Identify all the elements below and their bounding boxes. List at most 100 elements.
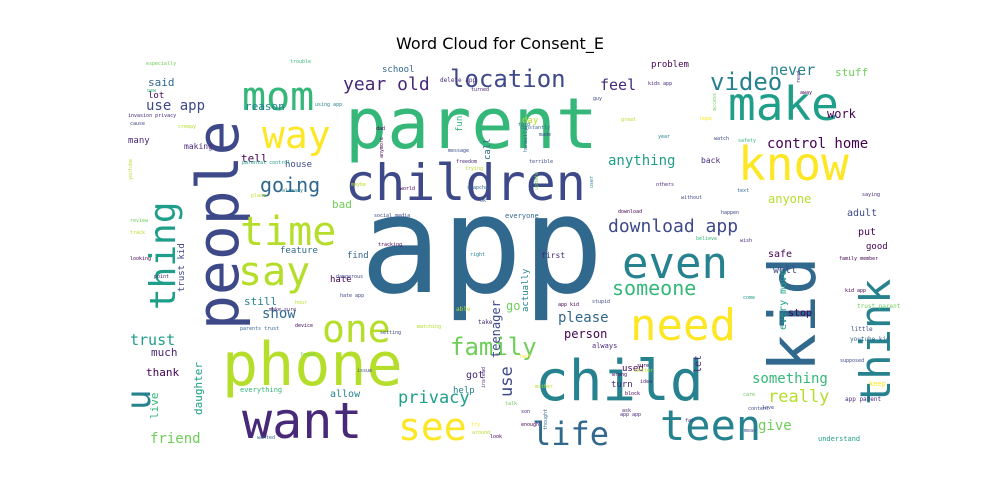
word-enough: enough xyxy=(521,422,539,428)
word-made: made xyxy=(539,132,551,138)
word-youtube: youtube xyxy=(128,159,134,180)
word-give: give xyxy=(758,418,792,434)
word-going: going xyxy=(260,173,320,197)
word-back: back xyxy=(701,156,720,165)
word-device: device xyxy=(295,323,313,329)
word-teen: teen xyxy=(660,401,761,450)
word-ask: ask xyxy=(622,408,631,414)
word-anymore: anymore xyxy=(379,137,385,158)
word-parent: parent xyxy=(345,83,598,165)
word-call: call xyxy=(483,138,493,160)
word-hour: hour xyxy=(295,300,307,306)
word-issue: issue xyxy=(357,368,372,374)
word-supposed: supposed xyxy=(840,358,864,364)
word-make-sure: make sure xyxy=(269,307,296,313)
word-someone: someone xyxy=(612,276,696,300)
word-find: find xyxy=(347,251,369,261)
word-watch: watch xyxy=(714,136,729,142)
word-help: help xyxy=(453,386,475,396)
word-message: message xyxy=(448,148,469,154)
chart-title: Word Cloud for Consent_E xyxy=(396,34,604,53)
word-even: even xyxy=(622,238,728,289)
word-take: take xyxy=(478,319,493,326)
word-able: able xyxy=(456,306,471,313)
word-child: child xyxy=(535,349,704,414)
word-please: please xyxy=(558,310,609,326)
word-track: track xyxy=(130,230,145,236)
word-care: care xyxy=(743,392,755,398)
word-work: work xyxy=(827,107,857,121)
word-bad: bad xyxy=(332,198,352,211)
word-trying: trying xyxy=(465,166,483,172)
word-social-media: social media xyxy=(374,213,410,219)
word-update: update xyxy=(534,172,540,190)
word-access: access xyxy=(712,93,718,111)
word-keep: keep xyxy=(869,380,886,388)
word-privacy: privacy xyxy=(398,388,470,408)
word-review: review xyxy=(130,218,149,224)
word-matching: matching xyxy=(417,324,441,330)
word-stupid: stupid xyxy=(592,299,610,305)
word-reason: reason xyxy=(245,100,285,113)
word-setting: setting xyxy=(380,330,401,336)
word-allow: allow xyxy=(330,389,361,400)
word-feature: feature xyxy=(280,246,318,256)
word-thank: thank xyxy=(146,366,179,379)
word-person: person xyxy=(564,327,607,341)
word-anyone: anyone xyxy=(768,192,811,206)
word-fun: fun xyxy=(455,116,465,132)
word-using-app: using app xyxy=(315,102,342,108)
word-maybe: maybe xyxy=(351,182,366,188)
word-safety: safety xyxy=(738,138,756,144)
word-said: said xyxy=(148,76,175,89)
word-hope: hope xyxy=(700,116,712,122)
word-idea: idea xyxy=(640,379,652,385)
word-way: way xyxy=(262,113,331,157)
word-text: text xyxy=(737,188,749,194)
word-need: need xyxy=(630,300,736,351)
word-one: one xyxy=(322,307,391,351)
word-invasion-privacy: invasion privacy xyxy=(128,113,176,119)
word-want: want xyxy=(242,392,362,450)
word-put: put xyxy=(858,227,876,238)
word-location: location xyxy=(450,65,566,93)
word-honestly: honestly xyxy=(523,128,529,152)
word-adult: adult xyxy=(847,208,877,219)
word-sure: sure xyxy=(637,363,649,369)
word-hate-app: hate app xyxy=(340,293,364,299)
word-guy: guy xyxy=(593,96,602,102)
word-time: time xyxy=(240,209,336,255)
word-little: little xyxy=(851,326,873,333)
word-house: house xyxy=(285,160,312,170)
word-others: others xyxy=(656,182,674,188)
word-come: come xyxy=(743,295,755,301)
word-well: well xyxy=(773,265,797,276)
word-turn: turn xyxy=(611,380,633,390)
word-thought: thought xyxy=(543,409,549,430)
word-family: family xyxy=(450,333,537,361)
word-make: make xyxy=(728,77,839,131)
word-daughter: daughter xyxy=(192,362,205,415)
word-something: something xyxy=(752,371,828,387)
word-friend: friend xyxy=(150,431,201,447)
word-app-app: app app xyxy=(620,412,641,418)
word-school: school xyxy=(382,65,415,75)
word-stuff: stuff xyxy=(835,66,868,79)
word-much: much xyxy=(151,346,178,359)
word-tracking: tracking xyxy=(378,242,402,248)
word-lot: lot xyxy=(148,91,164,101)
word-cause: cause xyxy=(130,121,145,127)
word-better: better xyxy=(635,368,653,374)
word-believe: believe xyxy=(696,236,717,242)
word-saying: saying xyxy=(862,192,880,198)
word-talk: talk xyxy=(505,401,517,407)
word-trouble: trouble xyxy=(290,59,311,65)
word-looking: looking xyxy=(130,256,151,262)
word-control-home: control home xyxy=(767,136,868,152)
word-mean: mean xyxy=(744,428,756,434)
word-people: people xyxy=(184,120,252,330)
word-safe: safe xyxy=(768,249,792,260)
word-son: son xyxy=(521,409,530,415)
